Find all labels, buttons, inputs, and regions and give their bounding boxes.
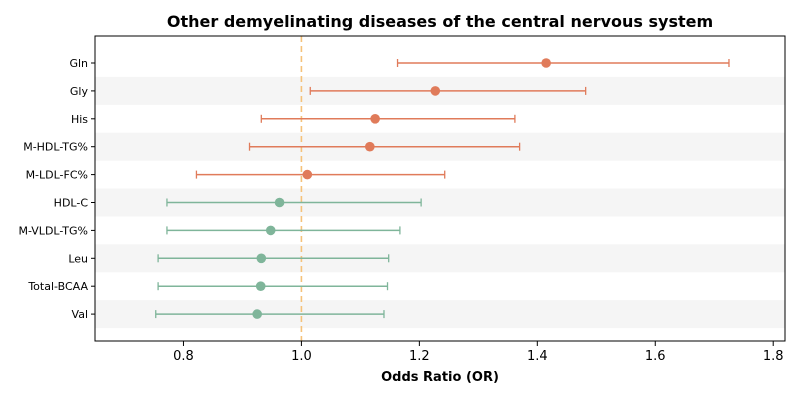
point-val [252,309,262,319]
plot-frame [94,35,786,342]
x-tick-label-0-8: 0.8 [173,349,194,364]
row-gly: Gly [70,85,587,98]
row-his: His [71,113,516,126]
x-tick-label-1-0: 1.0 [291,349,312,364]
row-leu: Leu [68,252,390,265]
x-tick-label-1-6: 1.6 [645,349,666,364]
y-label-gly: Gly [70,85,89,98]
row-m-hdl-tg: M-HDL-TG% [23,141,521,154]
row-hdl-c: HDL-C [54,197,422,210]
row-m-vldl-tg: M-VLDL-TG% [18,224,401,237]
y-label-gln: Gln [69,57,88,70]
x-axis-label: Odds Ratio (OR) [381,370,499,385]
point-m-ldl-fc [302,169,313,180]
point-hdl-c [274,197,285,208]
y-label-m-ldl-fc: M-LDL-FC% [26,169,88,182]
point-gly [430,86,441,96]
row-m-ldl-fc: M-LDL-FC% [26,169,446,182]
point-gln [541,58,551,68]
point-m-vldl-tg [265,225,276,236]
point-his [370,114,380,124]
x-axis-ticks: 0.8 1.0 1.2 1.4 1.6 1.8 [173,341,784,364]
point-leu [256,253,267,264]
point-total-bcaa [255,281,266,292]
y-label-m-hdl-tg: M-HDL-TG% [23,141,88,154]
point-m-hdl-tg [365,141,375,152]
y-label-total-bcaa: Total-BCAA [27,280,88,293]
y-label-leu: Leu [68,252,88,265]
row-total-bcaa: Total-BCAA [27,280,389,293]
x-tick-label-1-8: 1.8 [763,349,784,364]
row-gln: Gln [69,57,730,70]
row-val: Val [72,308,385,321]
x-tick-label-1-4: 1.4 [527,349,548,364]
y-label-his: His [71,113,88,126]
chart-title: Other demyelinating diseases of the cent… [167,12,713,31]
y-label-m-vldl-tg: M-VLDL-TG% [18,224,88,237]
y-label-hdl-c: HDL-C [54,197,89,210]
x-tick-label-1-2: 1.2 [409,349,430,364]
y-label-val: Val [72,308,88,321]
data-rows: Gln Gly His M-HDL-TG% M-LDL-FC% HDL-C M-VLDL-T… [18,57,730,321]
